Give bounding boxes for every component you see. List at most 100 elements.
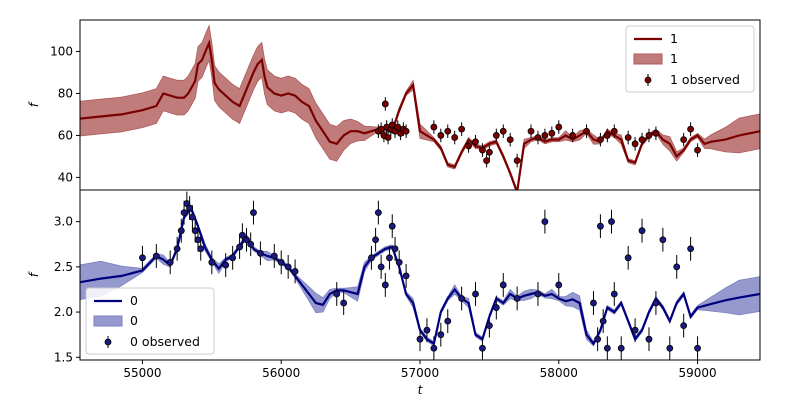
data-point xyxy=(569,132,577,139)
y-axis-label: f xyxy=(27,271,41,277)
data-point xyxy=(548,129,556,137)
data-point xyxy=(423,326,431,334)
data-point xyxy=(139,254,146,262)
data-point xyxy=(652,299,660,307)
data-point xyxy=(430,344,438,352)
data-point xyxy=(333,290,341,298)
data-point xyxy=(499,127,507,135)
data-point xyxy=(180,209,188,217)
data-point xyxy=(597,136,604,144)
data-point xyxy=(277,258,285,266)
y-tick-label: 40 xyxy=(58,170,73,184)
data-point xyxy=(377,263,385,271)
data-point xyxy=(197,245,205,253)
x-tick-label: 57000 xyxy=(401,366,439,380)
data-point xyxy=(377,125,385,133)
data-point xyxy=(381,100,389,108)
data-point xyxy=(402,127,410,135)
data-point xyxy=(229,254,237,262)
legend-point-swatch xyxy=(104,338,112,346)
data-point xyxy=(687,245,695,253)
data-point xyxy=(173,245,181,253)
data-point xyxy=(186,204,194,212)
x-tick-label: 56000 xyxy=(262,366,300,380)
data-point xyxy=(340,299,348,307)
data-point xyxy=(673,263,681,271)
data-point xyxy=(541,218,549,226)
data-point xyxy=(631,326,639,334)
x-tick-label: 55000 xyxy=(123,366,161,380)
data-point xyxy=(394,123,402,131)
data-point xyxy=(608,218,615,226)
data-point xyxy=(395,258,403,266)
data-point xyxy=(152,252,160,260)
data-point xyxy=(645,132,653,139)
y-tick-label: 100 xyxy=(50,44,73,58)
data-point xyxy=(555,123,563,131)
data-point xyxy=(594,335,602,343)
data-point xyxy=(492,304,500,311)
model-line-top xyxy=(80,39,760,190)
data-point xyxy=(583,127,590,135)
data-point xyxy=(617,344,625,352)
legend-label: 1 xyxy=(670,51,678,66)
data-point xyxy=(465,142,472,150)
y-tick-label: 80 xyxy=(58,86,73,100)
data-point xyxy=(472,138,479,146)
legend-band-swatch xyxy=(93,315,123,327)
data-point xyxy=(590,299,597,307)
data-point xyxy=(458,295,466,302)
data-point xyxy=(513,157,521,165)
data-point xyxy=(194,236,202,244)
data-point xyxy=(247,240,255,248)
data-point xyxy=(610,290,618,298)
data-point xyxy=(437,132,445,139)
data-point xyxy=(270,252,278,260)
data-point xyxy=(208,258,216,266)
legend-box xyxy=(85,287,215,355)
legend-band-swatch xyxy=(633,53,663,65)
y-tick-label: 1.5 xyxy=(54,350,73,364)
x-axis-label: t xyxy=(418,383,424,397)
data-point xyxy=(222,261,230,269)
data-point xyxy=(250,209,257,217)
y-axis-label: f xyxy=(27,101,41,107)
data-point xyxy=(638,136,646,144)
data-point xyxy=(610,127,618,135)
y-tick-label: 2.0 xyxy=(54,305,73,319)
data-point xyxy=(479,344,486,352)
data-point xyxy=(451,134,459,141)
data-point xyxy=(631,140,639,148)
plot-area-bottom xyxy=(80,191,760,360)
data-point xyxy=(485,148,493,156)
data-point xyxy=(638,227,646,235)
data-point xyxy=(284,263,292,271)
data-point xyxy=(374,209,382,217)
data-point xyxy=(372,236,379,244)
data-point xyxy=(458,125,466,133)
data-point xyxy=(177,227,185,235)
data-point xyxy=(388,222,396,230)
data-point xyxy=(499,281,507,289)
data-point xyxy=(416,335,424,343)
data-point xyxy=(430,123,438,131)
data-point xyxy=(166,258,174,266)
data-point xyxy=(694,344,701,352)
data-point xyxy=(485,322,493,330)
legend-bottom: 0 0 0 observed xyxy=(85,287,215,355)
data-point xyxy=(238,231,246,239)
data-point xyxy=(652,129,660,137)
y-tick-label: 3.0 xyxy=(54,215,73,229)
data-point xyxy=(386,254,393,262)
data-point xyxy=(243,236,250,244)
data-point xyxy=(527,127,535,135)
data-point xyxy=(291,267,299,275)
data-point xyxy=(624,134,632,141)
data-point xyxy=(191,227,199,235)
legend-box xyxy=(625,25,755,93)
legend-label: 0 xyxy=(130,293,138,308)
data-point xyxy=(391,245,399,253)
data-point xyxy=(384,134,392,141)
data-point xyxy=(506,136,514,144)
